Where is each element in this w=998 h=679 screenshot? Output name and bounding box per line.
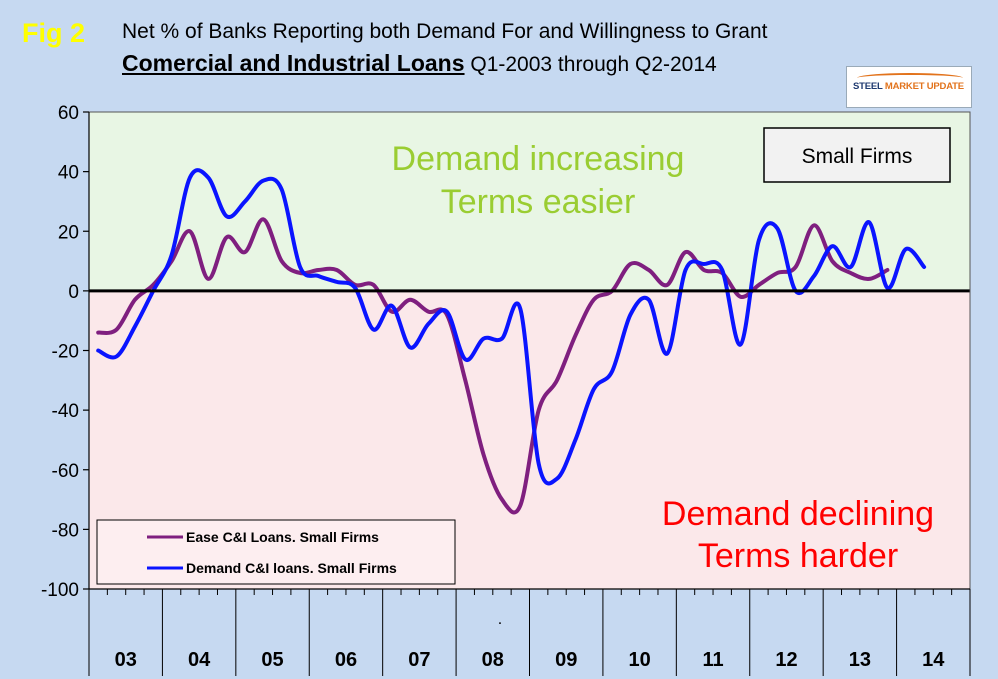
series-group — [96, 168, 927, 515]
logo-text: STEEL MARKET UPDATE — [853, 81, 964, 92]
annotation-demand-declining: Demand declining — [662, 495, 934, 533]
x-tick-label: 14 — [922, 649, 945, 671]
y-tick-label: -20 — [52, 342, 79, 363]
y-tick-label: -60 — [52, 461, 79, 482]
legend-label-demand: Demand C&I loans. Small Firms — [186, 560, 397, 576]
chart-title-line2: Comercial and Industrial Loans Q1-2003 t… — [122, 50, 717, 77]
x-tick-label: 07 — [408, 649, 430, 671]
steel-market-update-logo: STEEL MARKET UPDATE — [846, 66, 972, 108]
y-tick-label: -40 — [52, 401, 79, 422]
small-firms-label: Small Firms — [802, 145, 913, 168]
y-tick-label: 60 — [58, 103, 79, 124]
small-firms-box-frame — [763, 127, 951, 183]
x-tick-label: 09 — [555, 649, 577, 671]
logo-text-b: MARKET UPDATE — [884, 81, 964, 92]
x-tick-label: 06 — [335, 649, 357, 671]
annotation-terms-harder: Terms harder — [698, 537, 898, 575]
annotation-terms-easier: Terms easier — [441, 183, 636, 221]
series-line-demand — [96, 168, 927, 486]
x-tick-label: 12 — [775, 649, 797, 671]
y-tick-label: 40 — [58, 163, 79, 184]
small-firms-box: Small Firms — [763, 127, 951, 183]
x-tick-label: 03 — [115, 649, 137, 671]
x-tick-label: 11 — [702, 649, 723, 671]
chart-title-rest: Q1-2003 through Q2-2014 — [464, 53, 717, 76]
legend-label-ease: Ease C&I Loans. Small Firms — [186, 529, 379, 545]
series-line-ease — [96, 217, 890, 515]
y-tick-label: 20 — [58, 222, 79, 243]
x-tick-label: 13 — [849, 649, 871, 671]
x-axis: 03 04 05 06 07 08 09 10 11 12 13 14 — [88, 588, 971, 676]
legend: Ease C&I Loans. Small Firms Demand C&I l… — [96, 519, 456, 585]
legend-frame — [96, 519, 456, 585]
x-tick-label: 10 — [629, 649, 651, 671]
y-tick-label: -80 — [52, 520, 79, 541]
x-tick-label: 08 — [482, 649, 504, 671]
y-axis: 60 40 20 0 -20 -40 -60 -80 -100 — [41, 103, 90, 601]
logo-swoosh-icon — [857, 73, 963, 83]
chart-title-line1: Net % of Banks Reporting both Demand For… — [122, 20, 768, 43]
logo-text-a: STEEL — [853, 81, 885, 92]
chart-title-bold: Comercial and Industrial Loans — [122, 50, 465, 76]
y-tick-label: 0 — [68, 282, 79, 303]
annotation-demand-increasing: Demand increasing — [392, 140, 685, 178]
x-tick-label: 04 — [188, 649, 211, 671]
x-tick-label: 05 — [261, 649, 283, 671]
figure-label: Fig 2 — [22, 18, 86, 48]
stray-dot-mark: . — [498, 611, 502, 628]
y-tick-label: -100 — [41, 580, 79, 601]
